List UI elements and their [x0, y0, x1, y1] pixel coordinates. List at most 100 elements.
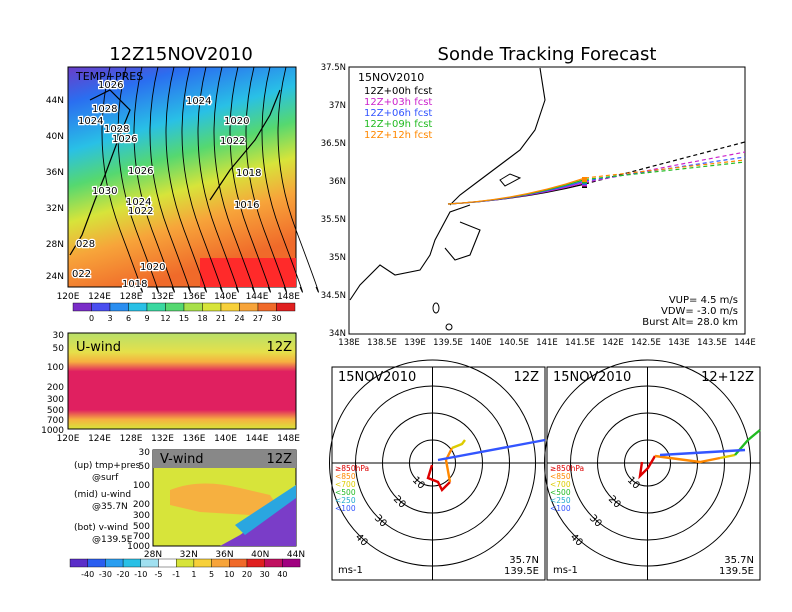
lat-tick-label: 36.5N [321, 139, 346, 149]
pressure-tick-label: 500 [47, 406, 64, 416]
colorbar-tick-label: 20 [242, 570, 252, 579]
lon-tick-label: 143.5E [697, 338, 727, 348]
level-legend-item: <100 [335, 504, 356, 513]
x-tick-label: 136E [183, 292, 206, 302]
track-line [447, 177, 586, 205]
hodograph-panel-1: 15NOV2010 12Z10203040≥850hPa<850<700<500<… [329, 359, 546, 581]
tracking-date: 15NOV2010 [358, 71, 424, 84]
isobar [277, 66, 319, 293]
temp-pressure-panel: 12Z15NOV2010 TEMP+PRES 10261028102410241… [46, 44, 319, 323]
pressure-tick-label: 700 [133, 532, 150, 542]
isobar-label: 028 [76, 239, 95, 250]
lat-tick-label: 34.5N [321, 291, 346, 301]
isobar-label: 1028 [104, 124, 129, 135]
y-tick-label: 44N [46, 96, 64, 106]
x-tick-label: 144E [246, 434, 269, 444]
izu-island [432, 302, 440, 314]
v-wind-colorbar: -40 -30 -20 -10 -5 -1 1 5 10 20 30 40 [69, 558, 301, 579]
x-tick-label: 144E [246, 292, 269, 302]
sonde-param: VUP= 4.5 m/s [669, 295, 738, 306]
legend-line: (mid) u-wind [74, 490, 131, 500]
level-legend-item: ≥850hPa [550, 464, 584, 473]
track-dashed [584, 159, 746, 179]
legend-sub: @surf [92, 473, 119, 483]
hodograph-time: 12Z [514, 370, 540, 385]
hodograph-frame [331, 366, 546, 581]
colorbar-swatch [264, 558, 283, 568]
lon-tick-label: 141.5E [565, 338, 595, 348]
colorbar-tick-label: 5 [209, 570, 214, 579]
isobar-label: 1028 [92, 104, 117, 115]
hodograph-lat: 35.7N [724, 555, 754, 566]
colorbar-swatch [165, 302, 185, 312]
u-wind-time: 12Z [267, 340, 293, 355]
colorbar-swatch [239, 302, 259, 312]
isobar-label: 1026 [128, 166, 153, 177]
isobar-label: 1020 [224, 116, 249, 127]
v-wind-label: V-wind [160, 452, 204, 467]
colorbar-tick-label: 1 [191, 570, 196, 579]
hodograph-date: 15NOV2010 [553, 370, 631, 385]
colorbar-swatch [158, 558, 177, 568]
colorbar-tick-label: 15 [179, 314, 189, 323]
lon-tick-label: 142.5E [631, 338, 661, 348]
sonde-param: Burst Alt= 28.0 km [642, 317, 738, 328]
lat-tick-label: 35.5N [321, 215, 346, 225]
x-tick-label: 140E [214, 434, 237, 444]
forecast-legend-item: 12Z+00h fcst [364, 86, 432, 97]
hodograph-trace [719, 453, 736, 460]
hodograph-frame [546, 366, 761, 581]
x-tick-label: 140E [214, 292, 237, 302]
colorbar-tick-label: -20 [117, 570, 130, 579]
colorbar-swatch [128, 302, 148, 312]
x-tick-label: 32N [180, 550, 198, 560]
coastline-honshu-south [349, 204, 471, 301]
colorbar-swatch [122, 558, 141, 568]
colorbar-tick-label: 30 [260, 570, 270, 579]
colorbar-tick-label: 27 [253, 314, 263, 323]
colorbar-tick-label: 21 [216, 314, 226, 323]
level-legend-item: <850 [550, 472, 571, 481]
isobar-label: 1018 [236, 168, 261, 179]
isobar-label: 1024 [186, 96, 211, 107]
colorbar-swatch [220, 302, 240, 312]
x-tick-label: 36N [215, 550, 233, 560]
isobar-label: 1024 [126, 197, 151, 208]
panel-description: (up) tmp+pres @surf (mid) u-wind @35.7N (bot… [74, 461, 141, 545]
hodograph-trace [638, 455, 657, 480]
hodograph-trace [437, 438, 546, 462]
x-tick-label: 136E [183, 434, 206, 444]
isobar [213, 66, 255, 293]
hodograph-unit: ms-1 [553, 565, 578, 576]
x-tick-label: 120E [57, 434, 80, 444]
colorbar-swatch [276, 302, 296, 312]
y-tick-label: 36N [46, 168, 64, 178]
pressure-tick-label: 300 [47, 395, 64, 405]
pressure-tick-label: 30 [139, 448, 151, 458]
colorbar-swatch [140, 558, 159, 568]
colorbar-swatch [282, 558, 301, 568]
u-wind-label: U-wind [76, 340, 121, 355]
hodograph-time: 12+12Z [701, 370, 754, 385]
colorbar-swatch [69, 558, 88, 568]
level-legend-item: <850 [335, 472, 356, 481]
x-tick-label: 128E [120, 434, 143, 444]
colorbar-tick-label: 40 [277, 570, 287, 579]
pressure-tick-label: 1000 [41, 426, 64, 436]
v-wind-orange-band [170, 483, 280, 515]
sonde-tracking-panel: Sonde Tracking Forecast 15NOV2010 12Z+00… [321, 44, 756, 348]
level-legend-item: ≥850hPa [335, 464, 369, 473]
japan-coast [209, 89, 281, 201]
colorbar-swatch [87, 558, 106, 568]
pressure-tick-label: 500 [133, 522, 150, 532]
left-top-label: TEMP+PRES [75, 70, 143, 83]
legend-sub: @139.5E [92, 535, 133, 545]
colorbar-tick-label: 9 [144, 314, 149, 323]
x-tick-label: 148E [277, 292, 300, 302]
colorbar-swatch [229, 558, 248, 568]
legend-line: (bot) v-wind [74, 523, 128, 533]
